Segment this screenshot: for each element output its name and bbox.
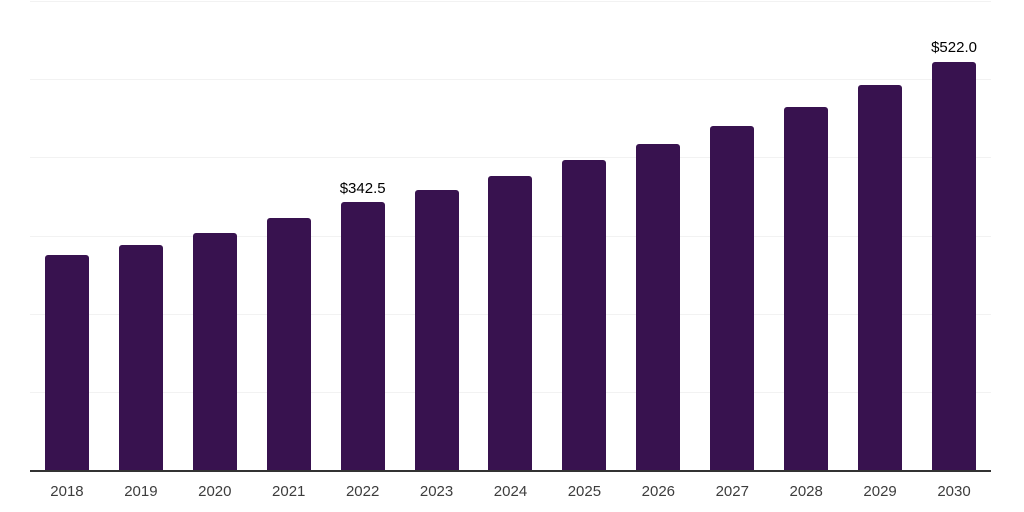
bar-cell-2027 (695, 1, 769, 470)
bar-2018 (44, 255, 89, 470)
bar-value-label-2030: $522.0 (931, 39, 977, 57)
bar-2027 (710, 126, 755, 470)
bar-cell-2023 (400, 1, 474, 470)
bar-cell-2022: $342.5 (326, 1, 400, 470)
bar-2030 (932, 61, 977, 470)
x-tick-2024: 2024 (493, 483, 528, 500)
gridline-600 (30, 1, 991, 2)
bar-cell-2025 (547, 1, 621, 470)
bar-cell-2029 (843, 1, 917, 470)
x-tick-2022: 2022 (345, 483, 380, 500)
x-tick-2027: 2027 (715, 483, 749, 500)
x-tick-2029: 2029 (863, 483, 897, 500)
x-tick-2018: 2018 (50, 483, 84, 500)
bar-2026 (636, 144, 681, 470)
bar-2029 (858, 85, 903, 470)
x-tick-2025: 2025 (567, 483, 602, 500)
bar-2019 (118, 244, 163, 470)
x-tick-2026: 2026 (641, 483, 676, 500)
bar-2028 (784, 107, 829, 470)
bar-cell-2019 (104, 1, 178, 470)
bar-2021 (266, 217, 311, 470)
bar-value-label-2022: $342.5 (339, 179, 386, 197)
bar-cell-2026 (621, 1, 695, 470)
bar-2025 (562, 160, 607, 470)
bar-cell-2028 (769, 1, 843, 470)
bar-2024 (488, 176, 533, 470)
x-tick-2030: 2030 (937, 483, 971, 500)
bar-cell-2030: $522.0 (917, 1, 991, 470)
x-tick-2021: 2021 (272, 483, 306, 500)
x-axis-labels: 2018 2019 2020 2021 2022 2023 2024 2025 2026 2027… (30, 483, 991, 501)
x-tick-2020: 2020 (198, 483, 232, 500)
x-axis-line (30, 470, 991, 472)
bar-cell-2018 (30, 1, 104, 470)
x-tick-2028: 2028 (789, 483, 823, 500)
bar-cell-2024 (474, 1, 548, 470)
bar-2023 (414, 190, 459, 470)
x-tick-2019: 2019 (124, 483, 158, 500)
bar-2020 (192, 233, 237, 470)
x-tick-2023: 2023 (419, 483, 454, 500)
bar-2022 (340, 202, 385, 470)
bar-cell-2020 (178, 1, 252, 470)
bar-cell-2021 (252, 1, 326, 470)
gridline-400 (30, 157, 991, 159)
bars-row: $342.5 $522.0 (30, 1, 991, 470)
plot-area: $342.5 $522.0 (30, 1, 991, 470)
gridline-500 (30, 79, 991, 81)
